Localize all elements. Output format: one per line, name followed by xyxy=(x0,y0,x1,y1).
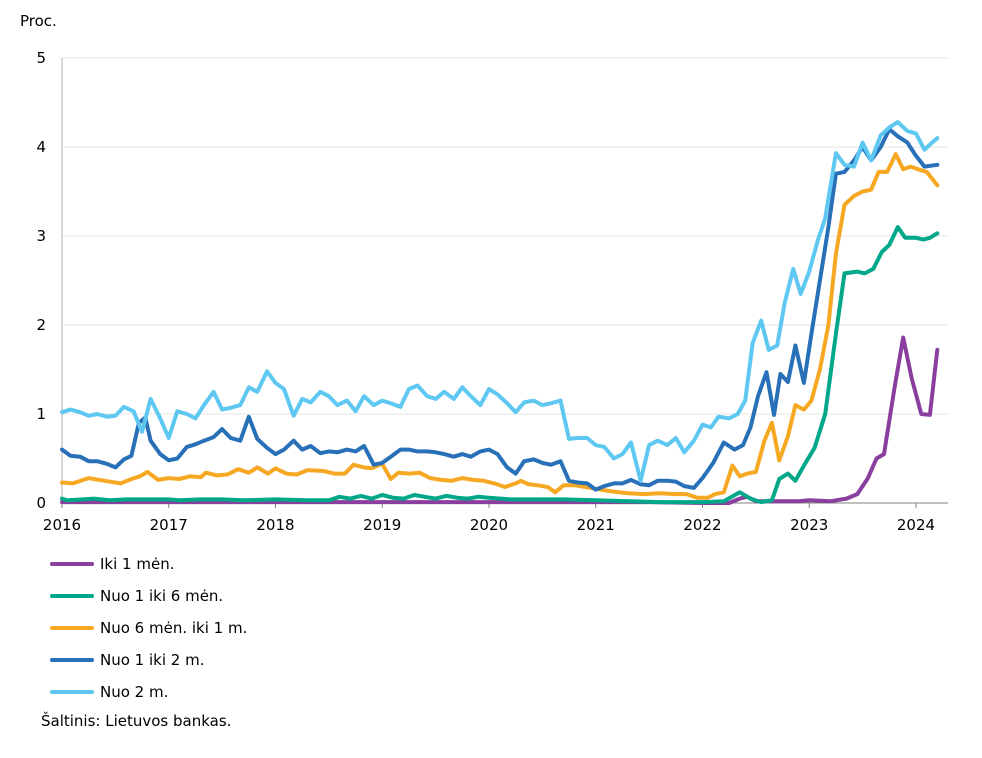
legend-swatch xyxy=(50,562,94,566)
legend-swatch xyxy=(50,594,94,598)
legend-swatch xyxy=(50,626,94,630)
x-tick-label: 2023 xyxy=(790,516,828,534)
axes: 0 1 2 3 4 5 2016 2017 2018 2019 2020 2021 2022 2023 20… xyxy=(36,49,948,534)
y-tick-label: 3 xyxy=(36,227,46,245)
legend-swatch xyxy=(50,658,94,662)
y-tick-label: 1 xyxy=(36,405,46,423)
series-line-2 xyxy=(60,225,940,505)
x-tick-label: 2021 xyxy=(577,516,615,534)
legend-item: Nuo 1 iki 2 m. xyxy=(50,644,247,676)
y-tick-label: 5 xyxy=(36,49,46,67)
series-line-4 xyxy=(60,127,940,492)
legend-label: Nuo 1 iki 6 mėn. xyxy=(100,587,224,605)
legend-item: Nuo 1 iki 6 mėn. xyxy=(50,580,247,612)
legend-label: Nuo 6 mėn. iki 1 m. xyxy=(100,619,248,637)
y-tick-label: 2 xyxy=(36,316,46,334)
x-tick-label: 2017 xyxy=(150,516,188,534)
x-tick-label: 2020 xyxy=(470,516,508,534)
y-tick-label: 0 xyxy=(36,494,46,512)
legend-swatch xyxy=(50,690,94,694)
legend: Iki 1 mėn. Nuo 1 iki 6 mėn. Nuo 6 mėn. iki… xyxy=(50,548,247,708)
y-axis-unit-label: Proc. xyxy=(20,12,57,30)
x-tick-label: 2016 xyxy=(43,516,81,534)
legend-item: Nuo 6 mėn. iki 1 m. xyxy=(50,612,247,644)
legend-item: Nuo 2 m. xyxy=(50,676,247,708)
legend-label: Nuo 1 iki 2 m. xyxy=(100,651,205,669)
y-tick-label: 4 xyxy=(36,138,46,156)
series-line-5 xyxy=(60,120,940,483)
legend-label: Nuo 2 m. xyxy=(100,683,169,701)
legend-label: Iki 1 mėn. xyxy=(100,555,175,573)
legend-item: Iki 1 mėn. xyxy=(50,548,247,580)
x-tick-label: 2022 xyxy=(683,516,721,534)
series-line-3 xyxy=(60,152,940,500)
source-note: Šaltinis: Lietuvos bankas. xyxy=(41,712,232,730)
grid-lines xyxy=(62,57,948,415)
x-tick-label: 2018 xyxy=(256,516,294,534)
x-tick-label: 2024 xyxy=(897,516,935,534)
x-tick-label: 2019 xyxy=(363,516,401,534)
series-lines xyxy=(60,120,940,505)
